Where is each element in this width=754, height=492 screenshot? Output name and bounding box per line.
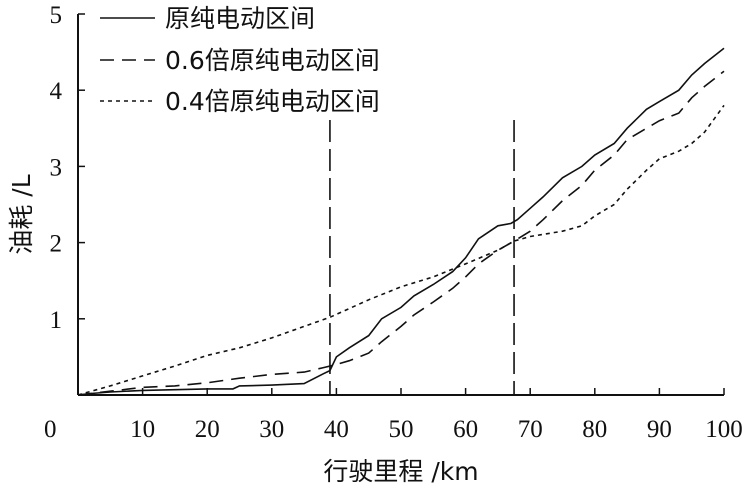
legend-label: 原纯电动区间 xyxy=(165,4,315,33)
y-tick-label: 4 xyxy=(50,78,63,105)
x-tick-label: 80 xyxy=(582,416,607,443)
x-tick-label: 50 xyxy=(389,416,414,443)
series-line xyxy=(77,47,725,396)
y-axis-label: 油耗 /L xyxy=(7,174,36,254)
legend-label: 0.6倍原纯电动区间 xyxy=(165,46,380,75)
x-tick-label: 10 xyxy=(130,416,155,443)
series-lines xyxy=(77,47,725,396)
legend: 原纯电动区间 0.6倍原纯电动区间 0.4倍原纯电动区间 xyxy=(100,4,380,116)
x-tick-label: 40 xyxy=(324,416,349,443)
y-tick-label: 1 xyxy=(50,307,63,334)
x-tick-label: 30 xyxy=(259,416,284,443)
series-line xyxy=(77,104,725,396)
x-axis-label: 行驶里程 /km xyxy=(323,457,478,486)
x-tick-label: 100 xyxy=(705,416,743,443)
x-tick-label: 20 xyxy=(195,416,220,443)
series-line xyxy=(77,70,725,396)
chart-axes: 0 10 20 30 40 50 60 70 80 90 100 1 2 3 4 5 xyxy=(44,2,743,443)
x-tick-label: 60 xyxy=(453,416,478,443)
x-tick-label: 0 xyxy=(44,416,57,443)
vertical-marker-lines xyxy=(329,120,515,395)
x-tick-label: 70 xyxy=(518,416,543,443)
x-tick-label: 90 xyxy=(647,416,672,443)
legend-label: 0.4倍原纯电动区间 xyxy=(165,87,380,116)
y-tick-label: 5 xyxy=(50,2,63,29)
y-tick-label: 2 xyxy=(50,231,63,258)
y-tick-label: 3 xyxy=(50,154,63,181)
